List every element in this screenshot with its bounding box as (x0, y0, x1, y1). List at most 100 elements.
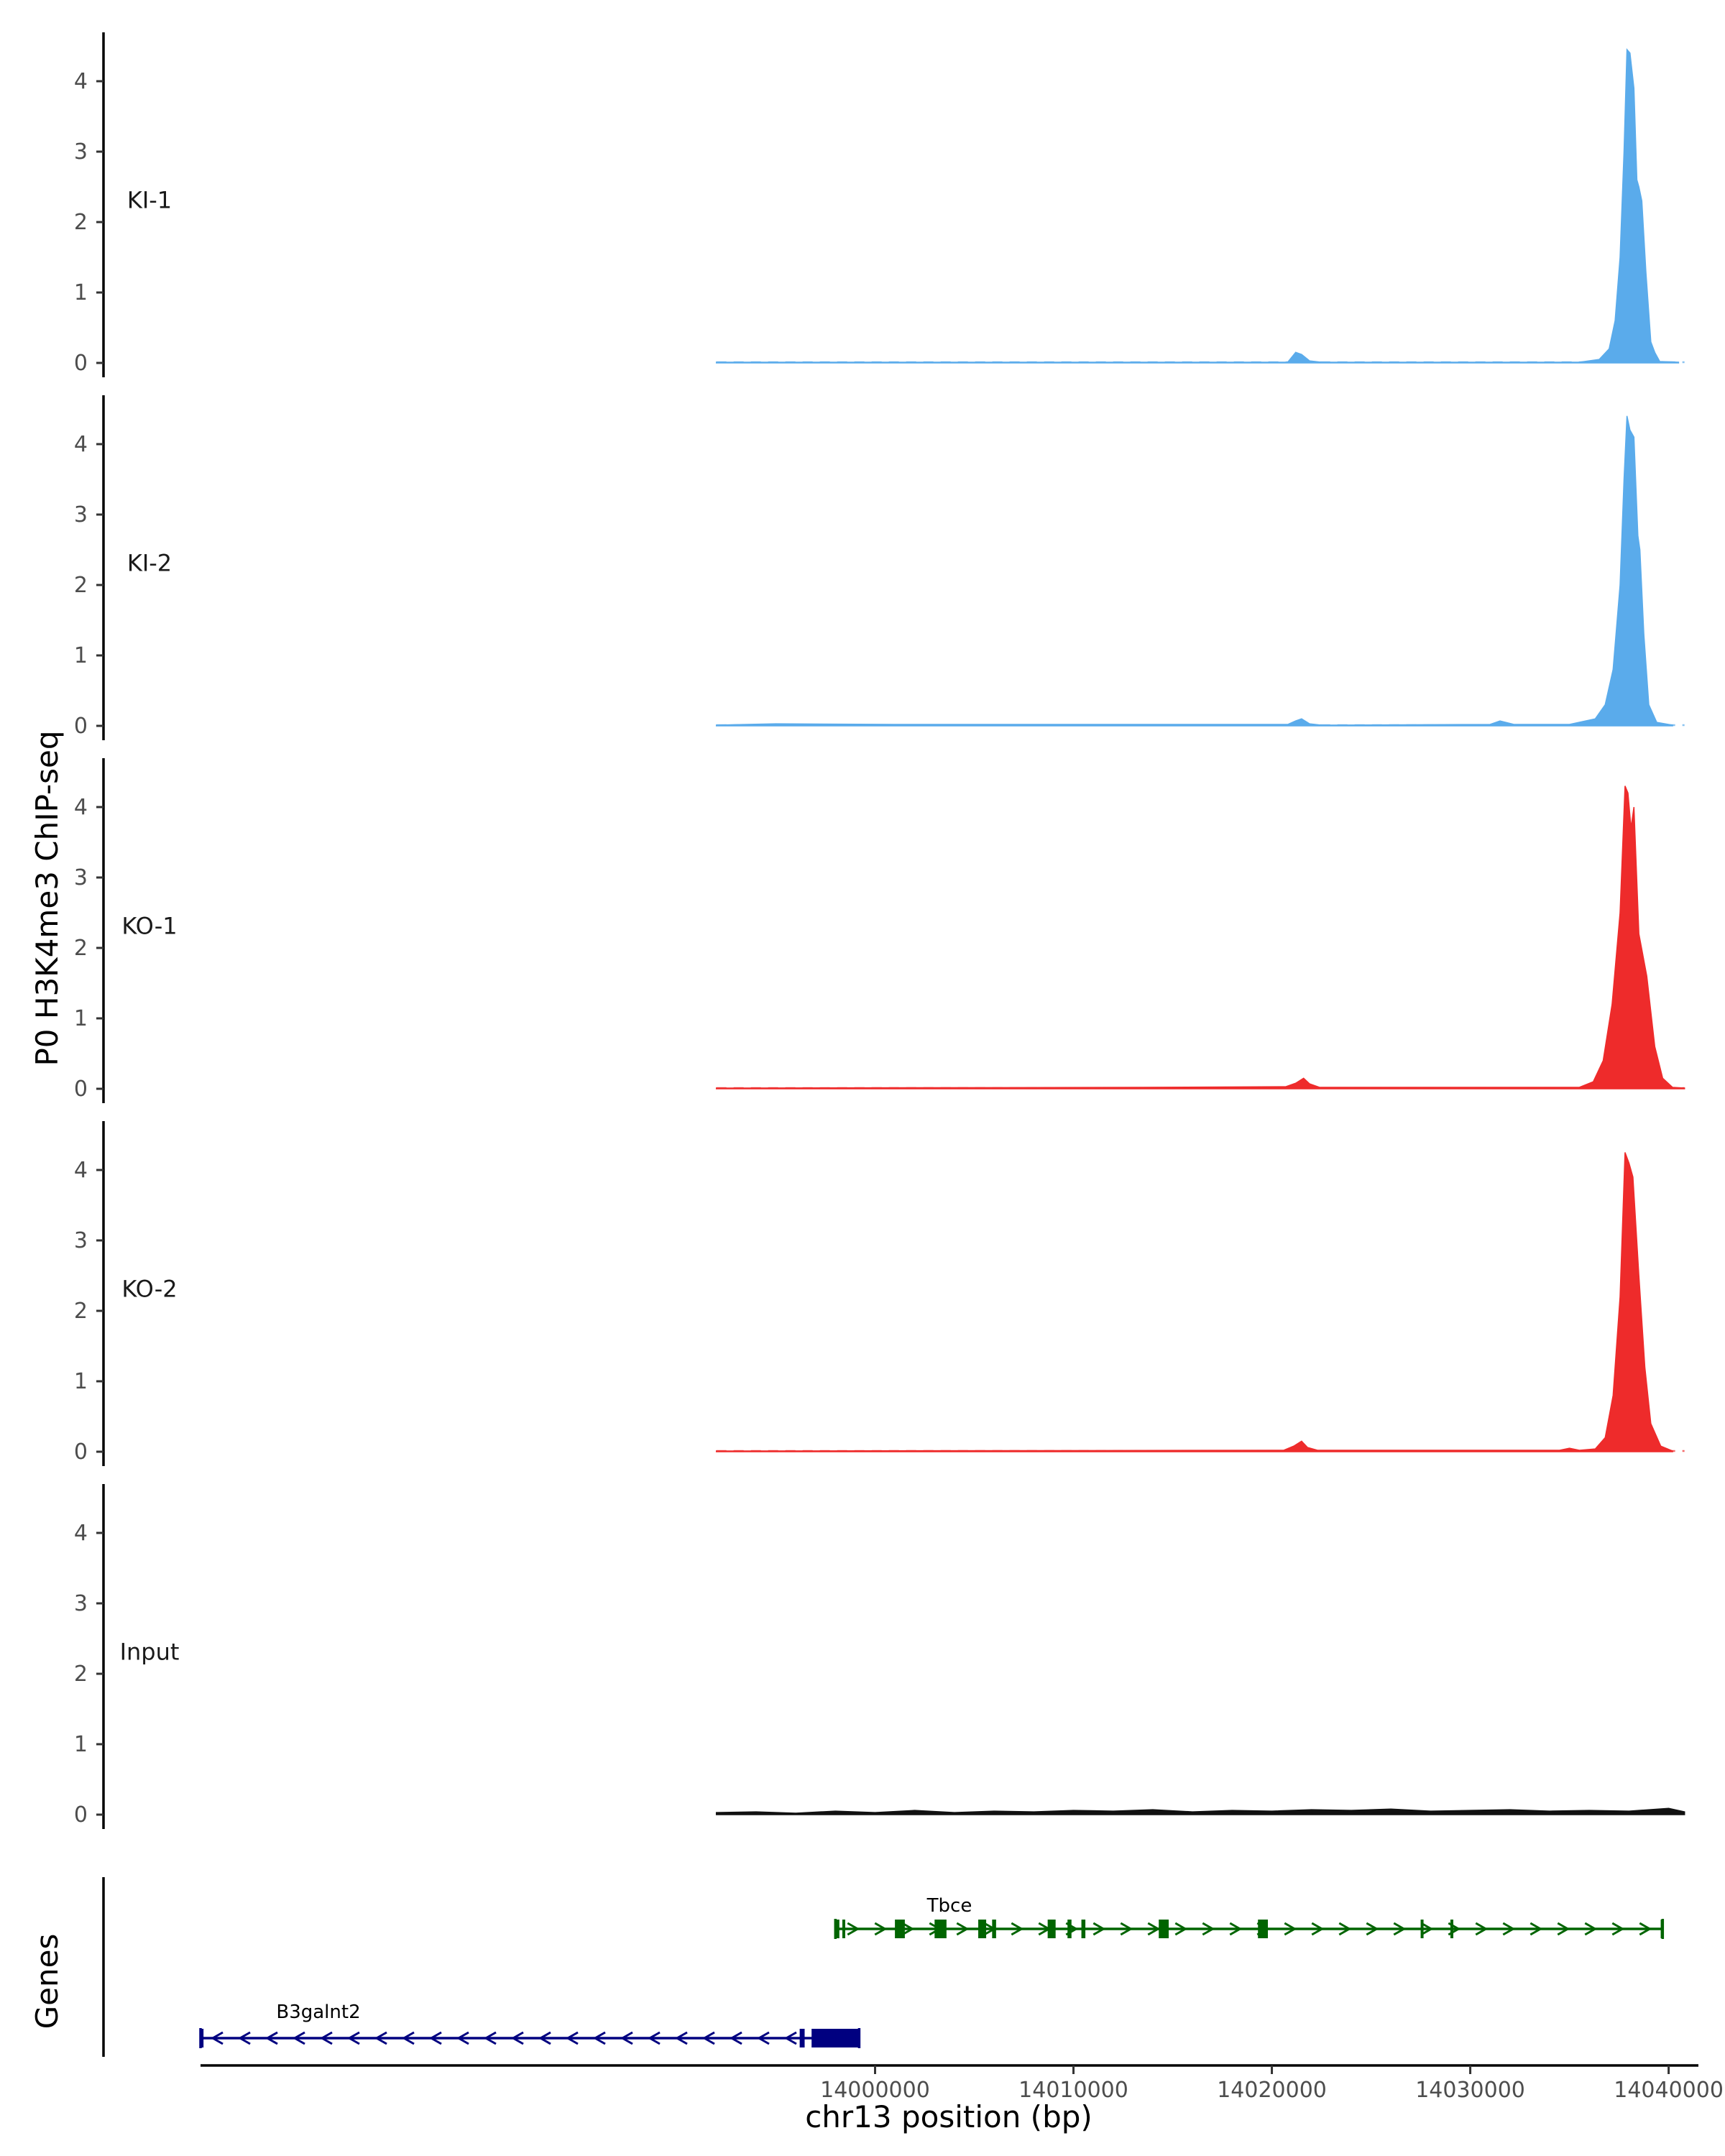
strand-arrow (319, 2031, 333, 2045)
y-tick-label: 2 (74, 936, 88, 961)
genes-layer: Tbce B3galnt2 (102, 1877, 1665, 2057)
signal-area (715, 1152, 1673, 1452)
signal-area (715, 786, 1685, 1089)
y-tick-label: 0 (74, 714, 88, 739)
strand-arrow (1584, 1922, 1598, 1936)
strand-arrow (1202, 1922, 1215, 1936)
gene-name: Tbce (926, 1895, 972, 1917)
track-label: Input (120, 1638, 180, 1665)
y-tick-label: 0 (74, 351, 88, 376)
strand-arrow (1420, 1922, 1434, 1936)
gene-exon (1420, 1920, 1424, 1938)
track-ki-2: 0 1 2 3 4 KI-2 (74, 395, 1685, 740)
gene-exon (835, 1920, 840, 1938)
y-tick-label: 0 (74, 1077, 88, 1102)
strand-arrow (1639, 1922, 1652, 1936)
y-tick-label: 2 (74, 1299, 88, 1324)
gene-exon (1081, 1920, 1086, 1938)
strand-arrow (538, 2031, 551, 2045)
y-tick-label: 3 (74, 1228, 88, 1253)
strand-arrow (401, 2031, 415, 2045)
track-label: KO-1 (121, 912, 177, 939)
gene-exon (1258, 1920, 1269, 1938)
track-ki-1: 0 1 2 3 4 KI-1 (74, 32, 1685, 377)
strand-arrow (456, 2031, 469, 2045)
strand-arrow (374, 2031, 387, 2045)
x-axis-title: chr13 position (bp) (805, 2099, 1092, 2134)
y-axis-title: P0 H3K4me3 ChIP-seq (29, 730, 65, 1066)
strand-arrow (620, 2031, 633, 2045)
signal-area (715, 47, 1680, 364)
strand-arrow (1502, 1922, 1516, 1936)
gene-exon (895, 1920, 905, 1938)
strand-arrow (210, 2031, 224, 2045)
strand-arrow (647, 2031, 661, 2045)
strand-arrow (510, 2031, 524, 2045)
y-tick-label: 1 (74, 1732, 88, 1757)
track-ko-1: 0 1 2 3 4 KO-1 (74, 758, 1685, 1103)
y-tick-label: 0 (74, 1802, 88, 1828)
strand-arrow (292, 2031, 305, 2045)
strand-arrow (428, 2031, 442, 2045)
strand-arrow (1393, 1922, 1407, 1936)
strand-arrow (1338, 1922, 1352, 1936)
strand-arrow (264, 2031, 278, 2045)
gene-exon (1047, 1920, 1056, 1938)
strand-arrow (1229, 1922, 1243, 1936)
y-tick-label: 3 (74, 502, 88, 528)
y-tick-label: 2 (74, 573, 88, 598)
gene-name: B3galnt2 (276, 2001, 360, 2023)
y-tick-label: 1 (74, 1369, 88, 1394)
gene-exon (842, 1920, 845, 1938)
gene-exon (799, 2029, 805, 2047)
x-tick-label: 14010000 (1018, 2078, 1128, 2103)
strand-arrow (874, 1922, 888, 1936)
strand-arrow (237, 2031, 251, 2045)
strand-arrow (729, 2031, 742, 2045)
strand-arrow (783, 2031, 797, 2045)
strand-arrow (756, 2031, 770, 2045)
gene-b3galnt2: B3galnt2 (199, 2001, 861, 2048)
strand-arrow (901, 1922, 915, 1936)
strand-arrow (483, 2031, 497, 2045)
x-axis: 14000000 14010000 14020000 14030000 14040000 (201, 2064, 1724, 2103)
tracks-layer: 0 1 2 3 4 KI-1 0 1 2 3 4 KI-2 0 1 2 3 4 KO-1 0 1 2 3 4 KO-2 0 1 2 3… (74, 32, 1685, 1829)
strand-arrow (1147, 1922, 1161, 1936)
track-label: KI-1 (127, 186, 172, 213)
x-tick-label: 14000000 (820, 2078, 930, 2103)
gene-exon (811, 2029, 860, 2047)
y-tick-label: 3 (74, 1591, 88, 1616)
x-tick-label: 14040000 (1614, 2078, 1724, 2103)
y-tick-label: 1 (74, 280, 88, 305)
strand-arrow (1366, 1922, 1379, 1936)
gene-exon (201, 2029, 204, 2047)
gene-exon (1159, 1920, 1169, 1938)
y-tick-label: 0 (74, 1439, 88, 1465)
strand-arrow (565, 2031, 579, 2045)
strand-arrow (847, 1922, 860, 1936)
strand-arrow (702, 2031, 715, 2045)
track-input: 0 1 2 3 4 Input (74, 1484, 1685, 1829)
track-label: KI-2 (127, 549, 172, 576)
gene-exon (992, 1920, 996, 1938)
gene-exon (978, 1920, 987, 1938)
y-tick-label: 4 (74, 432, 88, 457)
y-tick-label: 3 (74, 139, 88, 165)
y-tick-label: 2 (74, 1662, 88, 1687)
strand-arrow (1475, 1922, 1489, 1936)
strand-arrow (674, 2031, 688, 2045)
strand-arrow (1557, 1922, 1570, 1936)
strand-arrow (1092, 1922, 1106, 1936)
strand-arrow (1120, 1922, 1133, 1936)
gene-exon (1450, 1920, 1453, 1938)
signal-area (715, 415, 1673, 727)
x-tick-label: 14020000 (1217, 2078, 1327, 2103)
y-tick-label: 1 (74, 1006, 88, 1031)
gene-exon (934, 1920, 947, 1938)
strand-arrow (1174, 1922, 1188, 1936)
strand-arrow (346, 2031, 360, 2045)
y-tick-label: 3 (74, 865, 88, 890)
strand-arrow (1530, 1922, 1543, 1936)
strand-arrow (1611, 1922, 1625, 1936)
